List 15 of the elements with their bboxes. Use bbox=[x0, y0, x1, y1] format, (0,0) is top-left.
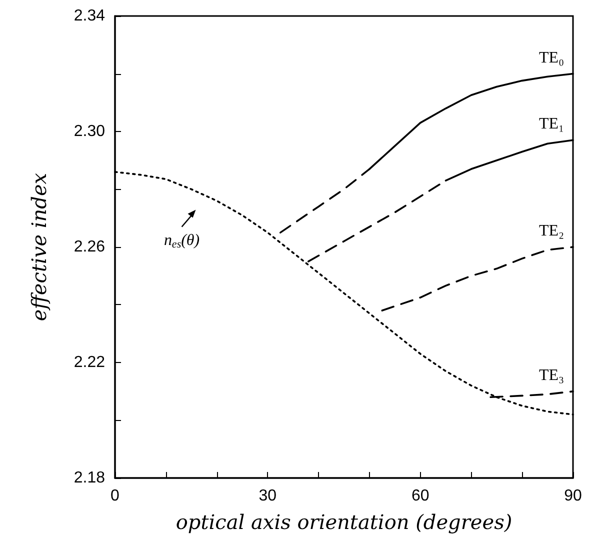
y-tick-label: 2.22 bbox=[74, 354, 106, 371]
x-tick-label: 0 bbox=[110, 488, 120, 504]
x-axis-title: optical axis orientation (degrees) bbox=[176, 510, 512, 534]
x-tick-label: 90 bbox=[564, 488, 582, 504]
series-label: TE₂ bbox=[539, 222, 564, 240]
y-tick-label: 2.26 bbox=[74, 238, 106, 256]
x-tick-label: 60 bbox=[411, 488, 430, 504]
series-label: TE₀ bbox=[539, 49, 564, 66]
y-tick-label: 2.18 bbox=[74, 470, 106, 486]
y-tick-label: 2.30 bbox=[74, 123, 106, 140]
y-axis-title: effective index bbox=[27, 172, 51, 322]
x-tick-label: 30 bbox=[258, 488, 277, 504]
series-label: TE₃ bbox=[539, 366, 564, 384]
series-label: TE₁ bbox=[539, 116, 564, 133]
y-tick-label: 2.34 bbox=[74, 8, 106, 24]
